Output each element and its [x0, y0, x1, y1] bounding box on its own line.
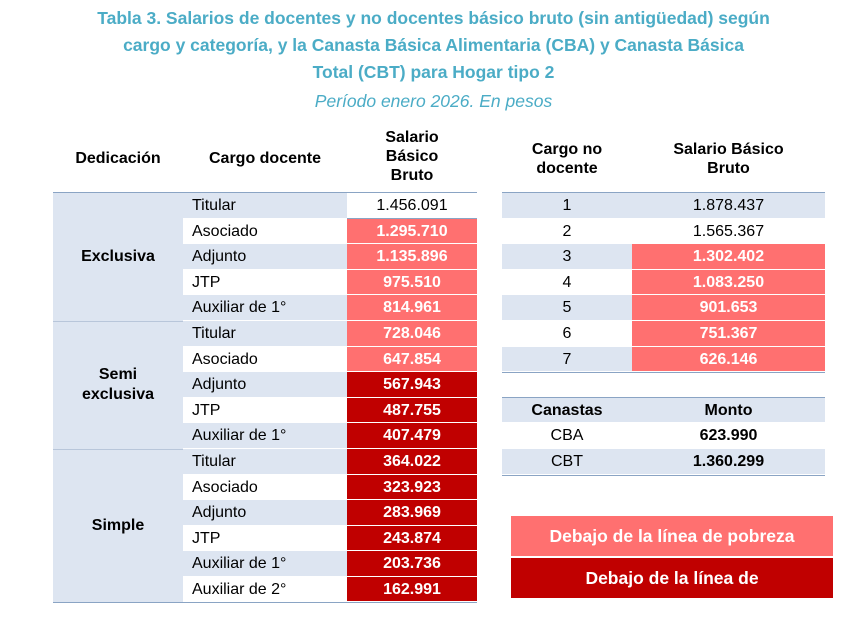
salario-nd-cell: 1.302.402: [632, 244, 825, 270]
cargo-cell: JTP: [183, 525, 347, 551]
table-title-line-1: Tabla 3. Salarios de docentes y no docen…: [97, 8, 770, 28]
salario-cell: 203.736: [347, 551, 477, 577]
cargo-cell: Adjunto: [183, 500, 347, 526]
salario-cell: 1.456.091: [347, 193, 477, 219]
group-semi-exclusiva: Semi exclusiva: [53, 321, 183, 449]
header-cargo-no-docente: Cargo no docente: [502, 140, 632, 178]
cargo-cell: Titular: [183, 193, 347, 219]
salario-cell: 647.854: [347, 346, 477, 372]
legend-pobreza: Debajo de la línea de pobreza: [511, 516, 833, 556]
cargo-cell: Adjunto: [183, 244, 347, 270]
legend-indigencia: Debajo de la línea de: [511, 558, 833, 598]
header-salario-docente: Salario Básico Bruto: [347, 128, 477, 185]
salario-nd-cell: 1.565.367: [632, 218, 825, 244]
header-cargo-nd-line-1: Cargo no: [531, 141, 603, 158]
header-salario-nd-line-2: Bruto: [707, 160, 750, 177]
header-canastas: Canastas: [502, 397, 632, 423]
cargo-cell: Asociado: [183, 474, 347, 500]
header-salario-line-2: Básico: [385, 148, 439, 165]
cargo-cell: Adjunto: [183, 372, 347, 398]
header-dedicacion: Dedicación: [75, 150, 161, 167]
table-subtitle: Período enero 2026. En pesos: [314, 91, 553, 111]
cargo-cell: Auxiliar de 2°: [183, 576, 347, 602]
salario-cell: 975.510: [347, 269, 477, 295]
salario-cell: 243.874: [347, 525, 477, 551]
cargo-cell: Titular: [183, 321, 347, 347]
group-simple: Simple: [53, 449, 183, 602]
header-salario-no-docente: Salario Básico Bruto: [632, 140, 825, 178]
header-cargo-nd-line-2: docente: [536, 160, 598, 177]
cargo-nd-cell: 3: [502, 244, 632, 270]
cargo-cell: Titular: [183, 449, 347, 475]
table-title-line-3: Total (CBT) para Hogar tipo 2: [312, 62, 555, 82]
salario-cell: 323.923: [347, 474, 477, 500]
canasta-name-cell: CBT: [502, 449, 632, 475]
canasta-monto-cell: 1.360.299: [632, 449, 825, 475]
table-bottom-rule: [53, 602, 477, 603]
salario-cell: 364.022: [347, 449, 477, 475]
cargo-cell: Asociado: [183, 346, 347, 372]
cargo-nd-cell: 7: [502, 346, 632, 372]
group-exclusiva: Exclusiva: [53, 193, 183, 321]
canasta-name-cell: CBA: [502, 423, 632, 449]
cargo-nd-cell: 5: [502, 295, 632, 321]
cargo-cell: Auxiliar de 1°: [183, 423, 347, 449]
salario-nd-cell: 626.146: [632, 346, 825, 372]
group-semi-line-1: Semi: [98, 366, 138, 383]
header-salario-line-1: Salario: [385, 129, 439, 146]
salario-cell: 1.295.710: [347, 218, 477, 244]
cargo-cell: JTP: [183, 397, 347, 423]
salario-cell: 728.046: [347, 321, 477, 347]
group-semi-line-2: exclusiva: [81, 386, 155, 403]
header-cargo-docente: Cargo docente: [208, 150, 321, 167]
cargo-cell: Asociado: [183, 218, 347, 244]
canasta-monto-cell: 623.990: [632, 423, 825, 449]
header-salario-nd-line-1: Salario Básico: [673, 141, 784, 158]
salario-nd-cell: 901.653: [632, 295, 825, 321]
header-monto: Monto: [632, 397, 825, 423]
table-top-rule: [502, 192, 825, 193]
salario-cell: 283.969: [347, 500, 477, 526]
salario-cell: 162.991: [347, 576, 477, 602]
table-bottom-rule: [502, 372, 825, 373]
cargo-cell: Auxiliar de 1°: [183, 295, 347, 321]
cargo-nd-cell: 1: [502, 193, 632, 219]
cargo-nd-cell: 2: [502, 218, 632, 244]
table-top-rule: [53, 192, 477, 193]
salario-cell: 487.755: [347, 397, 477, 423]
salario-cell: 407.479: [347, 423, 477, 449]
header-salario-line-3: Bruto: [390, 167, 434, 184]
salario-cell: 814.961: [347, 295, 477, 321]
salario-cell: 1.135.896: [347, 244, 477, 270]
group-divider: [53, 320, 183, 322]
salario-nd-cell: 751.367: [632, 321, 825, 347]
cargo-nd-cell: 6: [502, 321, 632, 347]
salario-cell: 567.943: [347, 372, 477, 398]
table-title-line-2: cargo y categoría, y la Canasta Básica A…: [123, 35, 744, 55]
cargo-cell: JTP: [183, 269, 347, 295]
salario-nd-cell: 1.083.250: [632, 269, 825, 295]
cargo-cell: Auxiliar de 1°: [183, 551, 347, 577]
salario-nd-cell: 1.878.437: [632, 193, 825, 219]
canastas-bottom-rule: [502, 474, 825, 476]
canastas-top-rule: [502, 397, 825, 398]
group-divider: [53, 448, 183, 450]
cargo-nd-cell: 4: [502, 269, 632, 295]
